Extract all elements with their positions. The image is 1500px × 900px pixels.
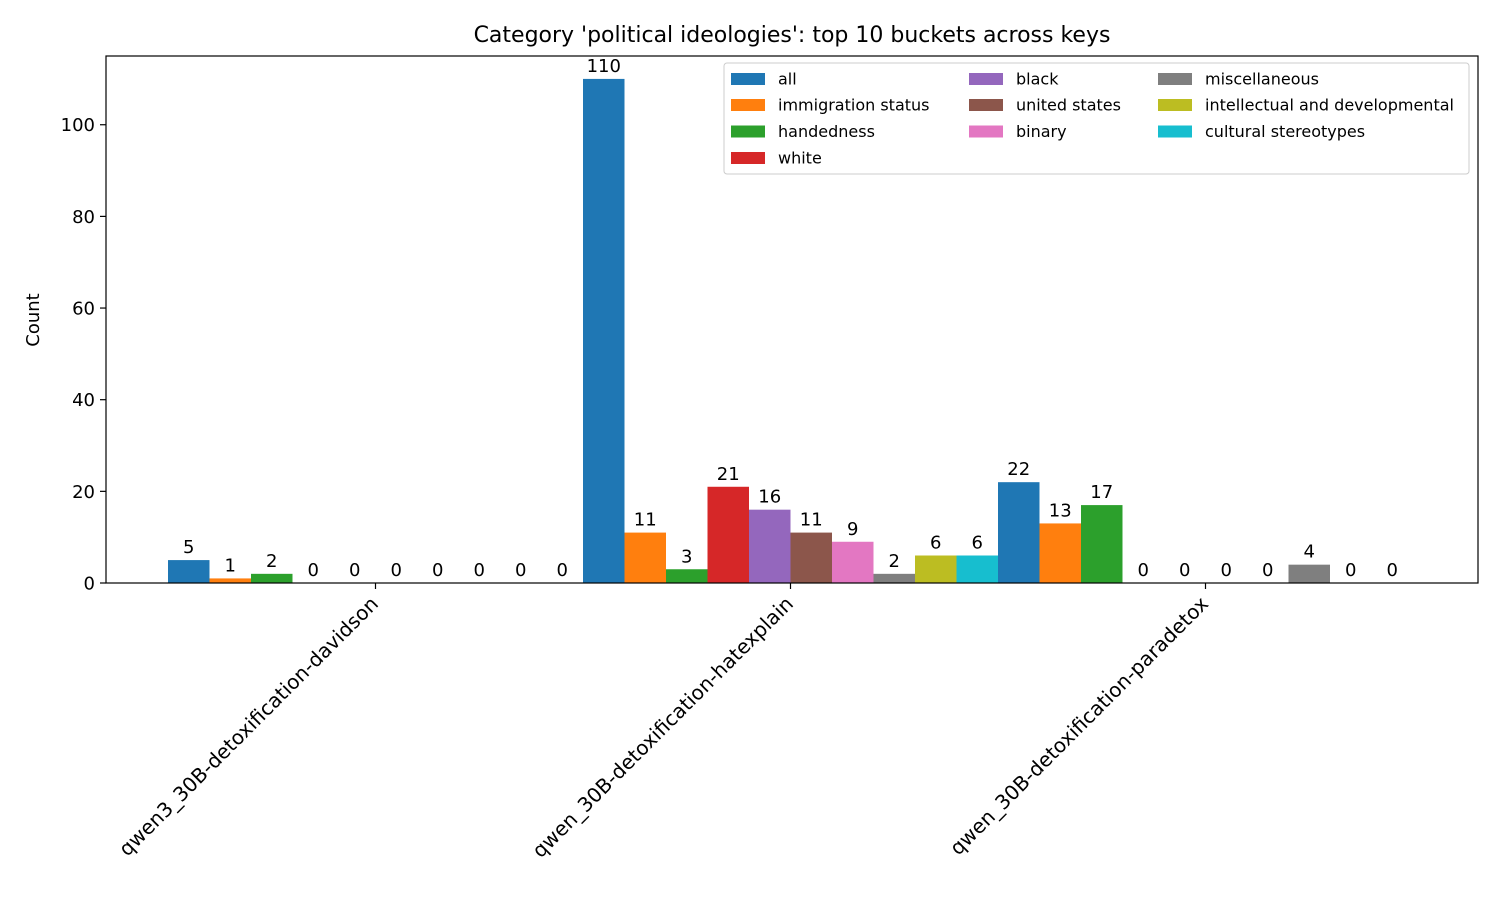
bar-value-label: 0 [1179, 560, 1190, 581]
y-tick-label: 80 [72, 207, 95, 228]
legend-label: miscellaneous [1205, 70, 1319, 89]
bar-value-label: 11 [634, 510, 657, 531]
bar-value-label: 0 [308, 560, 319, 581]
bar-7-1 [873, 573, 915, 583]
bar-value-label: 6 [972, 533, 983, 554]
bar-value-label: 11 [800, 510, 823, 531]
bar-value-label: 1 [225, 555, 236, 576]
legend-frame [723, 62, 1470, 175]
bar-value-label: 3 [681, 546, 692, 567]
bar-value-label: 2 [889, 551, 900, 572]
legend: all immigration status handedness white blac… [723, 62, 1470, 175]
legend-swatch [1158, 99, 1192, 111]
bar-value-label: 16 [758, 487, 781, 508]
bar-1-2 [1039, 523, 1081, 583]
bar-4-1 [749, 509, 791, 583]
axes-layer: 020406080100qwen3_30B-detoxification-dav… [61, 115, 1214, 862]
bar-value-label: 6 [930, 533, 941, 554]
legend-label: all [778, 70, 797, 89]
bars-layer [168, 78, 1330, 583]
bar-value-label: 13 [1049, 500, 1072, 521]
chart-title: Category 'political ideologies': top 10 … [474, 23, 1111, 48]
legend-swatch [731, 73, 765, 85]
legend-label: united states [1016, 96, 1121, 115]
bar-value-label: 0 [474, 560, 485, 581]
legend-label: immigration status [778, 96, 930, 115]
bar-value-label: 0 [432, 560, 443, 581]
bar-value-label: 0 [1221, 560, 1232, 581]
legend-label: intellectual and developmental [1205, 96, 1454, 115]
bar-value-label: 2 [266, 551, 277, 572]
legend-label: white [778, 149, 822, 168]
bar-value-label: 0 [1262, 560, 1273, 581]
bar-value-label: 0 [349, 560, 360, 581]
bar-value-label: 0 [557, 560, 568, 581]
bar-0-0 [168, 560, 210, 583]
legend-swatch [969, 125, 1003, 138]
y-tick-label: 20 [72, 482, 95, 503]
bar-5-1 [790, 532, 832, 583]
plot-frame [105, 55, 1479, 584]
x-tick-label: qwen3_30B-detoxification-davidson [114, 592, 383, 861]
bar-value-label: 0 [1387, 560, 1398, 581]
x-tick-label: qwen_30B-detoxification-hatexplain [527, 592, 798, 863]
y-tick-label: 100 [61, 115, 95, 136]
legend-swatch [731, 125, 765, 138]
bar-value-label: 0 [1138, 560, 1149, 581]
bar-1-0 [209, 578, 251, 583]
bar-1-1 [624, 532, 666, 583]
value-labels-layer: 5 1 2 0 0 0 0 0 0 0 110 11 3 21 16 11 9 2 6 6 22 13 17 0 0 0 0 4 0 0 [183, 56, 1398, 581]
bar-7-2 [1288, 564, 1330, 583]
legend-swatch [731, 152, 765, 164]
bar-2-0 [251, 573, 293, 583]
legend-swatch [731, 99, 765, 111]
legend-swatch [1158, 73, 1192, 85]
legend-label: black [1016, 70, 1059, 89]
bar-value-label: 0 [391, 560, 402, 581]
bar-2-1 [666, 569, 708, 583]
bar-value-label: 22 [1007, 459, 1030, 480]
bar-9-1 [956, 555, 998, 583]
bar-0-2 [998, 482, 1040, 583]
legend-swatch [1158, 125, 1192, 138]
bar-value-label: 9 [847, 519, 858, 540]
legend-swatch [969, 73, 1003, 85]
x-tick-label: qwen_30B-detoxification-paradetox [945, 591, 1213, 859]
legend-swatch [969, 99, 1003, 111]
bar-2-2 [1081, 505, 1123, 583]
legend-label: cultural stereotypes [1205, 122, 1365, 141]
bar-value-label: 110 [587, 56, 621, 77]
bar-8-1 [915, 555, 957, 583]
y-axis-label: Count [23, 293, 44, 346]
bar-3-1 [707, 486, 749, 583]
y-tick-label: 60 [72, 299, 95, 320]
y-tick-label: 0 [84, 574, 95, 595]
y-tick-label: 40 [72, 390, 95, 411]
legend-label: handedness [778, 122, 875, 141]
bar-value-label: 21 [717, 464, 740, 485]
bar-0-1 [583, 78, 625, 583]
bar-value-label: 17 [1090, 482, 1113, 503]
legend-label: binary [1016, 122, 1067, 141]
bar-value-label: 0 [1345, 560, 1356, 581]
bar-value-label: 4 [1304, 542, 1315, 563]
bar-6-1 [832, 541, 874, 583]
bar-value-label: 0 [515, 560, 526, 581]
bar-value-label: 5 [183, 537, 194, 558]
